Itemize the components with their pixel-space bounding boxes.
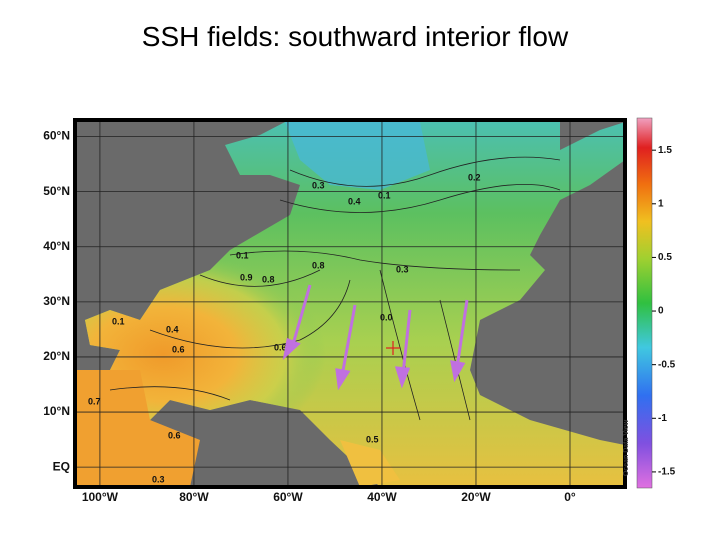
contour-label: 0.6 (172, 344, 185, 354)
map-frame (73, 118, 627, 489)
contour-label: 0.3 (312, 180, 325, 190)
contour-label: 0.8 (262, 274, 275, 284)
colorbar-label: -0.5 (658, 359, 676, 370)
graticule (75, 120, 625, 487)
contour-label: 0.1 (378, 190, 391, 200)
contour-label: 0.2 (468, 172, 481, 182)
contour-label: 0.7 (88, 396, 101, 406)
map: 0.3 0.4 0.1 0.2 0.1 0.3 0.8 0.9 0.8 0.6 0.4 0.6 0.5 0… (75, 120, 625, 487)
latitude-label: 30°N (43, 294, 70, 308)
contour-label: 0.3 (152, 474, 165, 484)
contour-labels: 0.3 0.4 0.1 0.2 0.1 0.3 0.8 0.9 0.8 0.6 0.4 0.6 0.5 0… (88, 172, 481, 484)
contour-label: 0.3 (396, 264, 409, 274)
colorbar (636, 117, 653, 489)
pacific (75, 370, 200, 487)
colorbar-label: 0.5 (658, 252, 672, 263)
longitude-label: 100°W (82, 490, 119, 504)
slide-title: SSH fields: southward interior flow (142, 21, 569, 52)
contour-label: 0.8 (312, 260, 325, 270)
contour-label: 0.0 (380, 312, 393, 322)
latitude-label: 60°N (43, 129, 70, 143)
latitude-label: 20°N (43, 349, 70, 363)
latitude-label: 10°N (43, 404, 70, 418)
warm-pool (75, 250, 370, 440)
subpolar-low (285, 122, 430, 190)
colorbar-label: -1.5 (658, 467, 676, 478)
colorbar-label: 0 (658, 306, 664, 317)
colorbar-label: 1 (658, 198, 664, 209)
flow-arrows (282, 284, 469, 391)
longitude-label: 80°W (179, 490, 209, 504)
contour-label: 0.5 (366, 434, 379, 444)
equatorial-band (340, 440, 400, 487)
latitude-label: EQ (53, 459, 70, 473)
contour-label: 0.1 (236, 250, 249, 260)
colorbar-label: -1 (658, 413, 667, 424)
longitude-label: 60°W (273, 490, 303, 504)
contour-label: 0.6 (168, 430, 181, 440)
contour-label: 0.4 (348, 196, 361, 206)
longitude-label: 20°W (461, 490, 491, 504)
longitude-label: 40°W (367, 490, 397, 504)
latitude-label: 40°N (43, 239, 70, 253)
reference-point (386, 341, 400, 355)
colorbar-label: 1.5 (658, 145, 672, 156)
contour-label: 0.9 (240, 272, 253, 282)
longitude-label: 0° (564, 490, 576, 504)
latitude-label: 50°N (43, 184, 70, 198)
contour-label: 0.4 (166, 324, 179, 334)
south-america (200, 405, 380, 487)
contour-label: 0.6 (274, 342, 287, 352)
colorbar-credit: Ocean Data View (623, 419, 630, 476)
contour-label: 0.1 (112, 316, 125, 326)
